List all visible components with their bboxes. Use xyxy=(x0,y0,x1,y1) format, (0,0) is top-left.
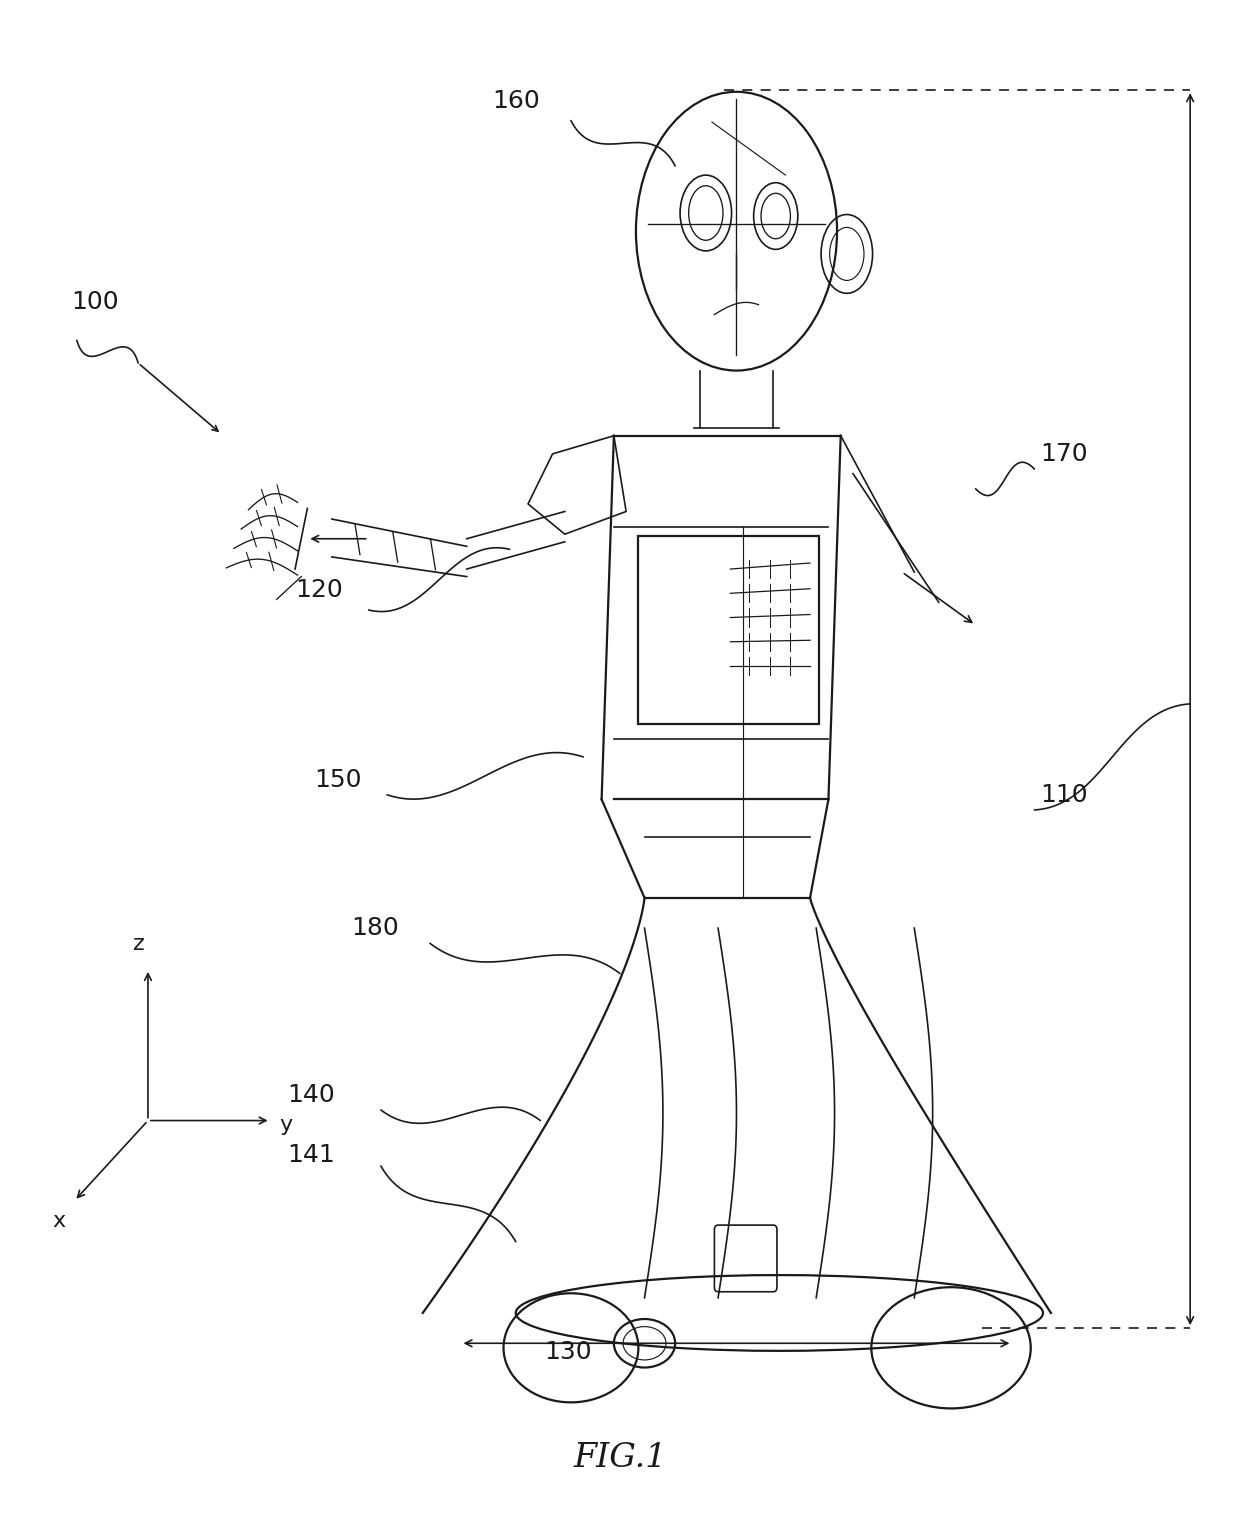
Text: 120: 120 xyxy=(295,578,343,602)
Text: 100: 100 xyxy=(72,291,119,315)
Text: 160: 160 xyxy=(492,89,539,113)
Text: 110: 110 xyxy=(1040,783,1087,807)
Text: 180: 180 xyxy=(351,916,398,940)
Text: 141: 141 xyxy=(288,1144,335,1168)
Text: 130: 130 xyxy=(544,1341,593,1364)
Text: z: z xyxy=(134,934,145,954)
Text: x: x xyxy=(52,1211,64,1231)
Text: 170: 170 xyxy=(1040,442,1087,466)
Text: 150: 150 xyxy=(314,768,362,792)
Text: 140: 140 xyxy=(288,1083,335,1107)
Text: y: y xyxy=(279,1115,293,1135)
Text: FIG.1: FIG.1 xyxy=(573,1442,667,1474)
